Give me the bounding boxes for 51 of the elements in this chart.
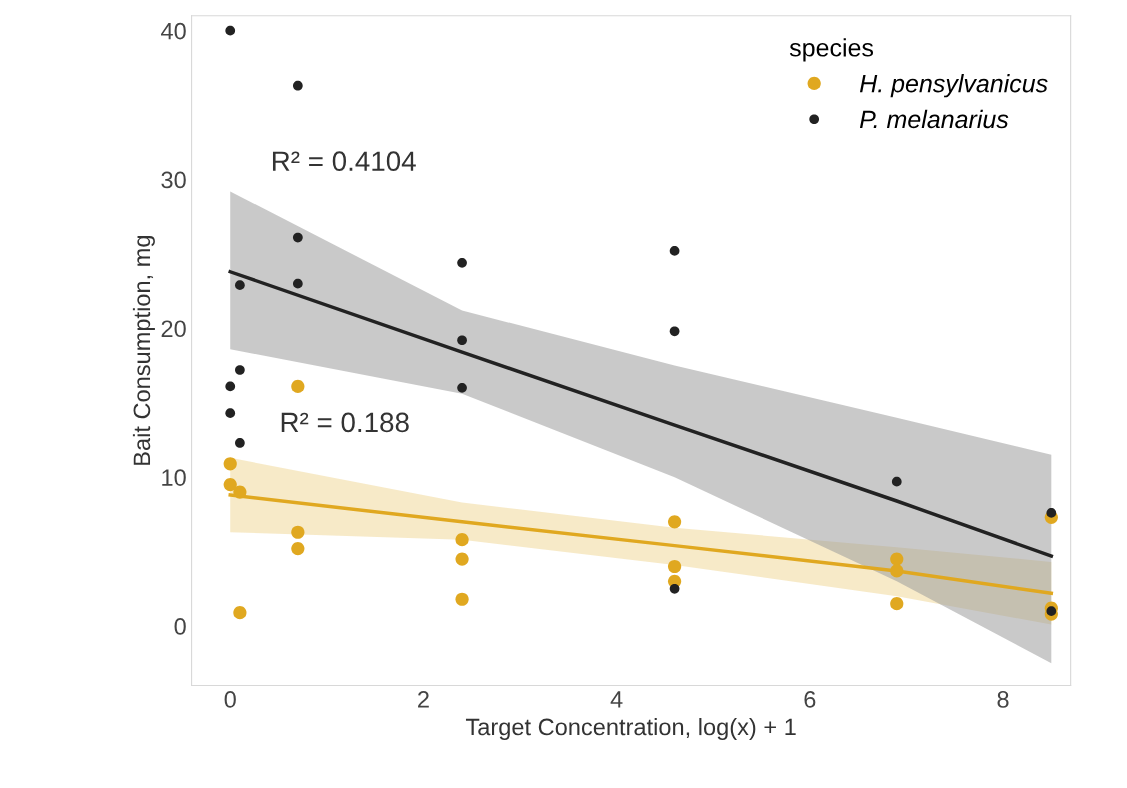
annotation: R² = 0.188 (281, 412, 409, 433)
point (223, 478, 237, 492)
point (890, 552, 904, 566)
legend-title: species (789, 38, 874, 62)
x-tick-label: 2 (418, 691, 429, 708)
point (667, 515, 682, 529)
point (669, 326, 680, 337)
point (235, 438, 245, 448)
point (1046, 606, 1057, 616)
y-tick-label: 30 (161, 171, 186, 189)
point (233, 606, 247, 620)
legend-label: H. pensylvanicus (859, 74, 1048, 98)
point (669, 246, 680, 256)
y-tick-label: 40 (161, 22, 186, 40)
point (455, 533, 469, 547)
x-tick-label: 8 (997, 691, 1009, 708)
point (455, 592, 469, 606)
x-tick-label: 4 (610, 691, 623, 708)
point (1046, 508, 1057, 518)
annotation: R² = 0.4104 (272, 151, 416, 172)
point (669, 583, 680, 594)
point (291, 542, 305, 556)
point (235, 280, 245, 291)
point (457, 383, 467, 393)
x-axis-title: Target Concentration, log(x) + 1 (465, 717, 796, 740)
line-series (228, 270, 1054, 558)
y-tick-label: 10 (162, 469, 186, 486)
y-tick-label: 0 (174, 618, 186, 635)
point (223, 457, 237, 471)
point (457, 335, 467, 346)
point (890, 597, 904, 611)
point (235, 365, 245, 375)
x-tick-label: 6 (804, 691, 816, 708)
point (225, 25, 236, 36)
point (455, 552, 469, 566)
point (891, 476, 902, 487)
point (292, 232, 303, 243)
point (291, 379, 305, 393)
y-axis-title: Bait Consumption, mg (132, 236, 155, 465)
point (890, 564, 904, 578)
point (667, 559, 682, 574)
point (225, 408, 236, 419)
point (292, 278, 303, 289)
point (233, 485, 247, 499)
x-tick-label: 0 (224, 691, 236, 708)
legend-label: P. melanarius (859, 109, 1009, 129)
y-tick-label: 20 (161, 320, 186, 338)
point (457, 257, 467, 268)
point (225, 381, 236, 392)
point (292, 80, 303, 91)
point (291, 525, 305, 539)
